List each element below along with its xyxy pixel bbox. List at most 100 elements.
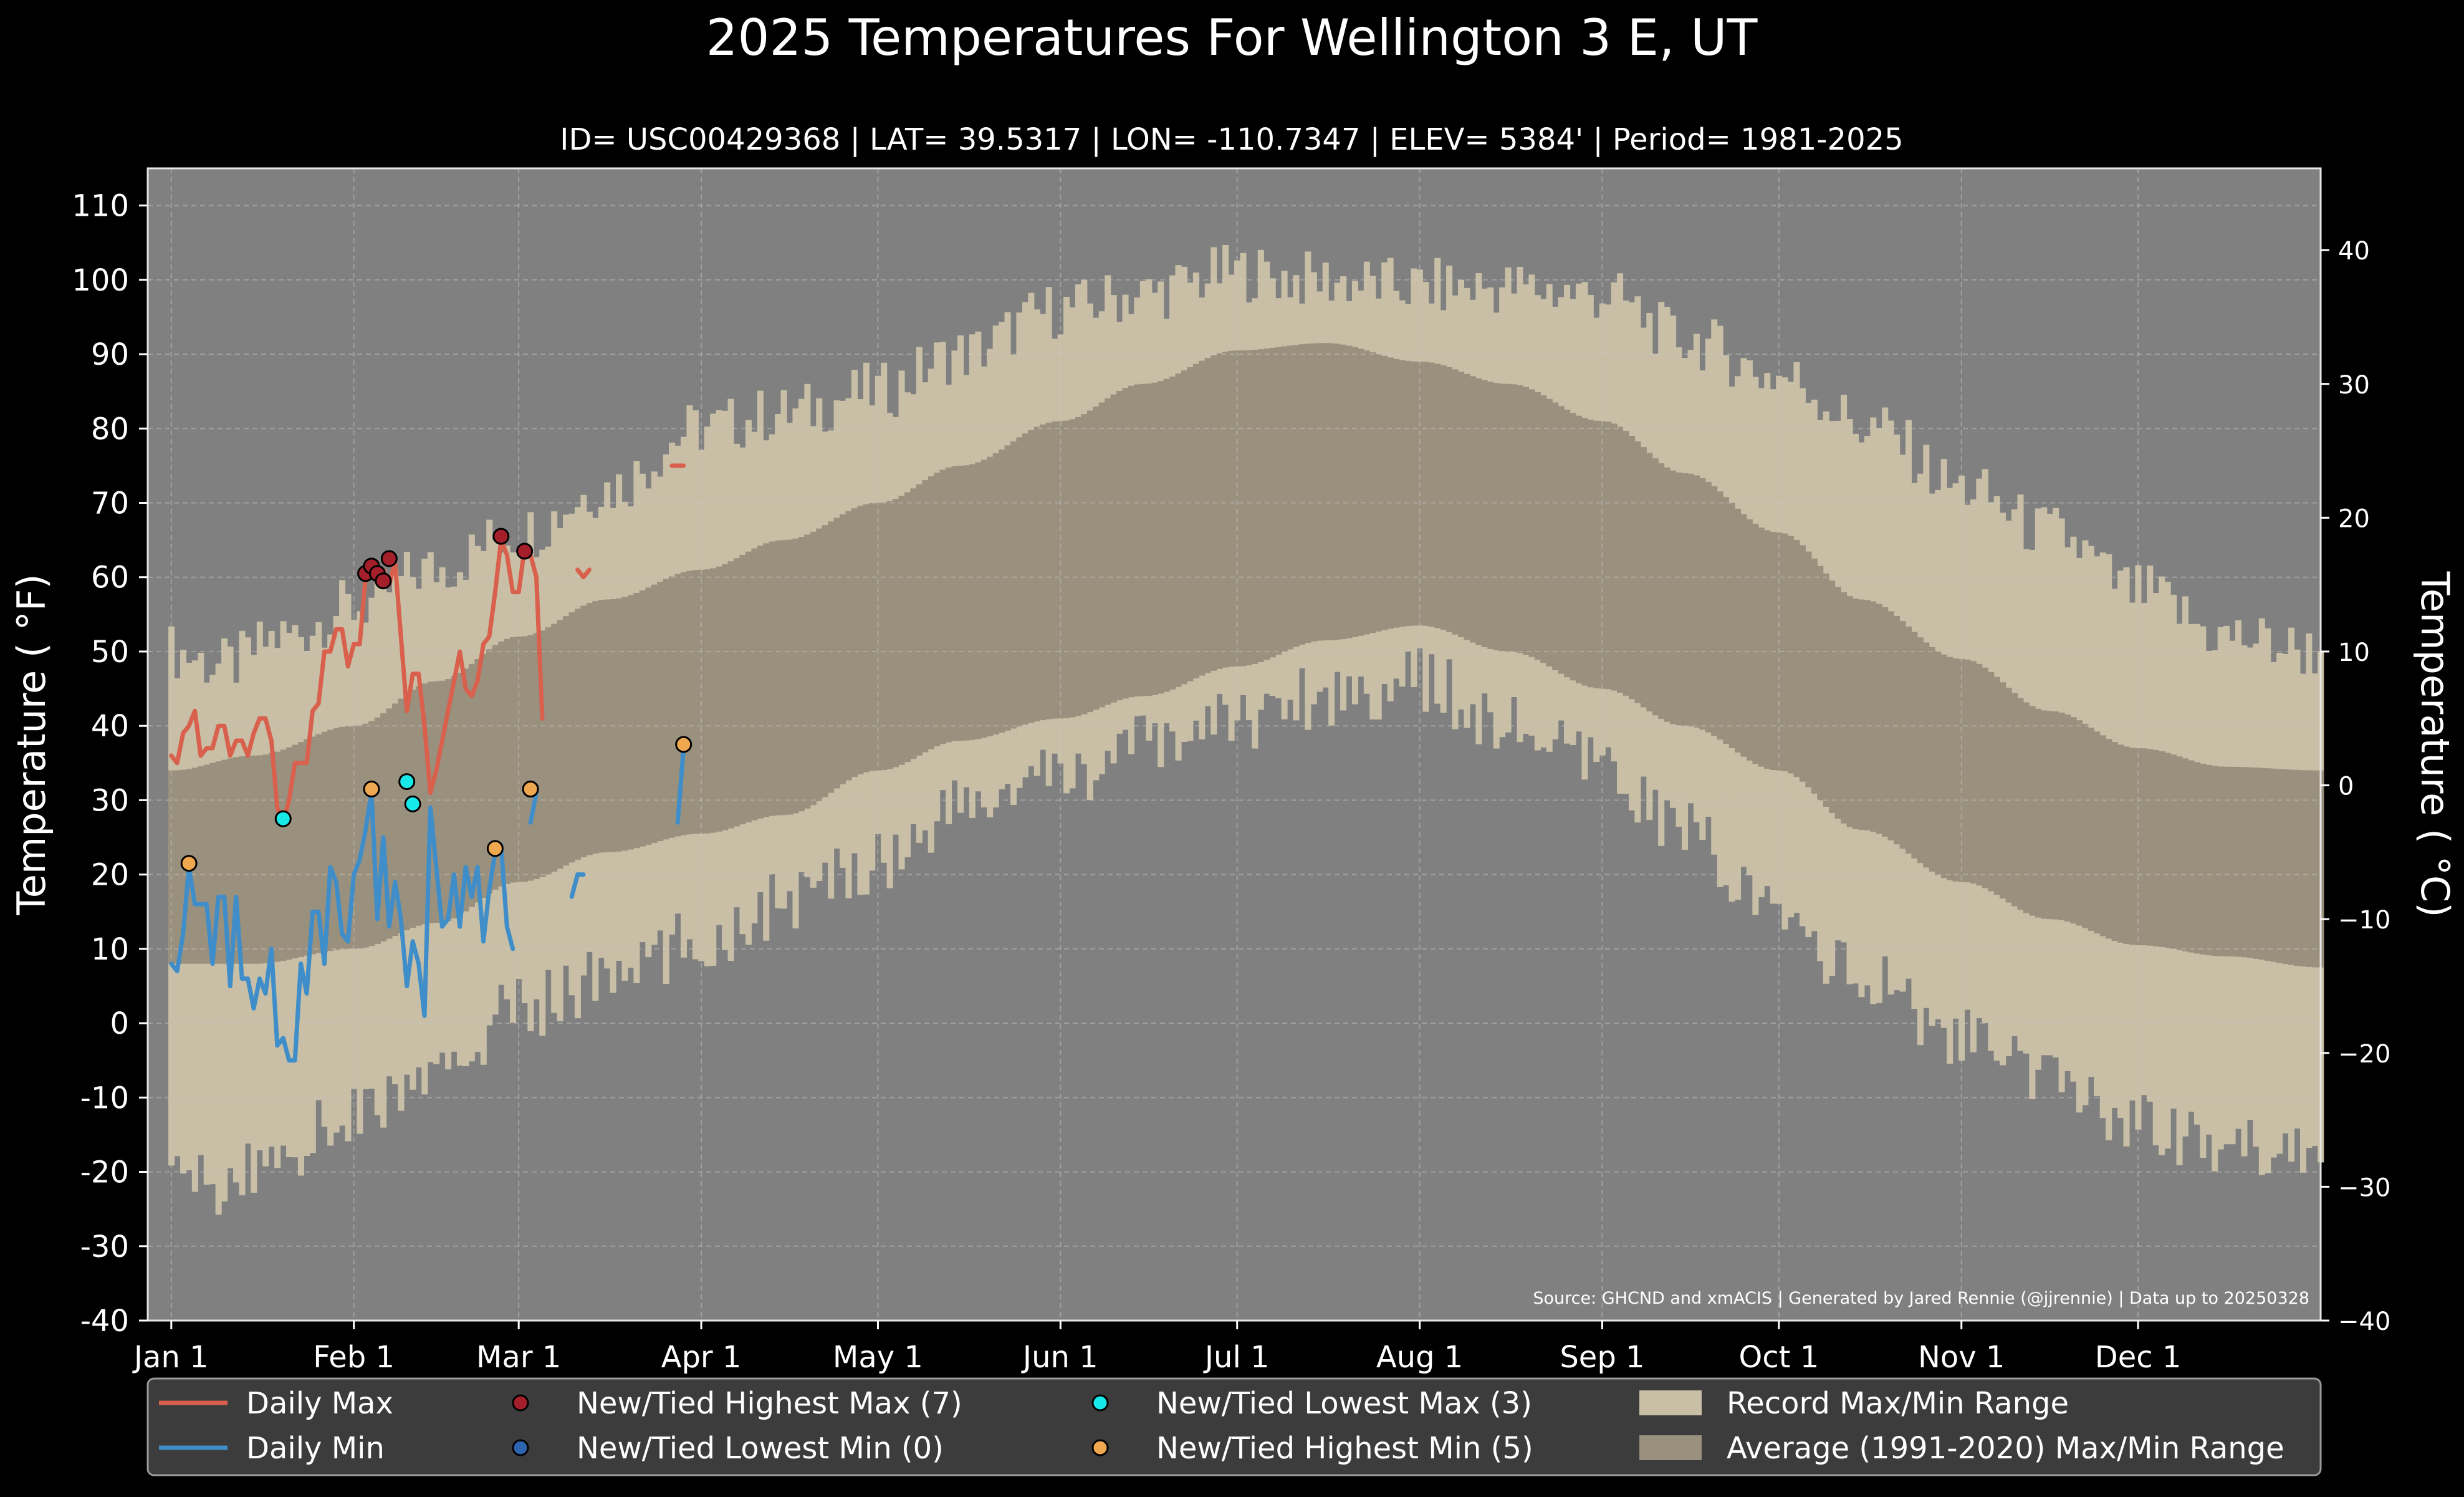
normal-range-bar [1411,361,1417,626]
normal-range-bar [374,717,381,945]
normal-range-bar [2176,756,2183,950]
normal-range-bar [1399,360,1406,627]
normal-range-bar [198,766,204,964]
normal-range-bar [604,599,611,852]
normal-range-bar [1711,486,1718,736]
normal-range-bar [1493,383,1500,651]
grid-lines [148,168,2321,1321]
normal-range-bar [1204,358,1211,673]
normal-range-bar [651,584,658,843]
normal-range-bar [1081,414,1088,715]
normal-range-bar [1923,642,1930,868]
normal-range-bar [2147,749,2154,946]
normal-range-bar [2094,731,2101,934]
normal-range-bar [1581,418,1588,686]
legend-swatch-marker [1091,1394,1109,1412]
x-axis: Jan 1 Feb 1 Mar 1 Apr 1 May 1 Jun 1 Jul 1 Aug 1… [132,1321,2181,1375]
normal-range-bar [739,554,746,825]
normal-range-bar [1664,467,1671,722]
normal-range-bar [2058,712,2065,920]
normal-range-bar [716,566,722,832]
daily-min-line [528,791,539,825]
normal-range-bar [1522,387,1529,655]
normal-range-bar [939,469,946,744]
normal-range-bar [244,756,251,964]
normal-range-bar [1181,370,1188,685]
normal-range-bar [1192,363,1199,679]
normal-range-bar [2070,717,2077,924]
normal-range-bar [2182,758,2189,951]
normal-range-bar [775,540,782,816]
normal-range-bar [521,636,528,882]
daily-min-line [169,791,515,1063]
record-marker-point [516,542,534,560]
y-tick-label: -30 [80,1230,129,1264]
normal-range-bar [1799,545,1806,782]
y-tick-label: -40 [80,1304,129,1339]
normal-range-bar [2200,763,2207,955]
normal-range-bar [2111,742,2118,941]
normal-range-bar [1905,626,1912,854]
normal-range-bar [674,574,681,837]
normal-range-bar [297,742,304,957]
normal-range-bar [309,736,316,955]
normal-range-bar [232,757,240,964]
x-tick-label: Oct 1 [1738,1340,1819,1375]
normal-range-bar [1022,433,1028,725]
y-tick-label-right: −20 [2338,1040,2390,1069]
normal-range-bar [1841,592,1848,824]
record-markers [180,527,693,872]
normal-range-bar [345,726,352,950]
y-axis-left: -40 -30 -20 -10 0 10 20 30 40 50 60 70 80 90 100 110 [72,189,148,1339]
normal-range-bar [1428,362,1435,627]
y-axis-label-left: Temperature ( °F) [9,574,54,915]
normal-range-bar [1546,398,1553,667]
normal-range-bar [1340,344,1347,640]
normal-range-bar [1723,497,1730,744]
normal-range-bar [2164,753,2171,948]
normal-range-bar [2088,728,2094,931]
legend-swatch-marker [1091,1439,1109,1456]
normal-range-bar [1393,359,1400,628]
normal-range-bar [999,449,1005,733]
normal-range-bar [1564,409,1571,678]
normal-range-bar [1611,423,1618,691]
normal-range-bar [251,755,257,964]
normal-range-bar [2306,770,2313,967]
normal-range-bar [951,466,958,741]
source-note: Source: GHCND and xmACIS | Generated by … [1533,1289,2309,1308]
record-marker-point [398,773,416,791]
normal-range-bar [492,645,499,890]
normal-range-bar [1016,437,1023,727]
normal-range-bar [1169,376,1176,690]
y-tick-label: 90 [91,337,129,372]
normal-range-bar [627,595,634,850]
normal-range-bar [780,540,787,816]
normal-range-bar [1298,344,1305,645]
normal-range-bar [2106,739,2112,939]
normal-range-bar [910,488,917,759]
normal-range-bar [1151,382,1158,695]
record-marker-point [274,810,292,827]
normal-range-bar [1858,599,1865,830]
normal-range-bar [2241,767,2248,958]
normal-range-bar [1517,385,1523,653]
record-marker-point [380,550,398,567]
normal-range-bar [1316,343,1323,641]
normal-range-bar [327,729,334,951]
normal-range-bar [1935,651,1942,875]
normal-range-bar [1063,420,1070,718]
record-marker-point [492,527,510,545]
normal-range-bar [1146,383,1153,696]
normal-range-bar [1464,373,1470,640]
normal-range-bar [1240,350,1247,667]
x-tick-label: Jan 1 [132,1340,209,1375]
normal-range-bar [1387,357,1394,629]
normal-range-bar [1045,422,1052,720]
record-marker-point [363,781,380,798]
x-tick-label: Mar 1 [476,1340,561,1375]
normal-range-bar [1110,394,1117,703]
normal-range-bar [2253,768,2260,959]
normal-range-bar [1805,551,1812,787]
y-tick-label: 10 [91,932,129,967]
